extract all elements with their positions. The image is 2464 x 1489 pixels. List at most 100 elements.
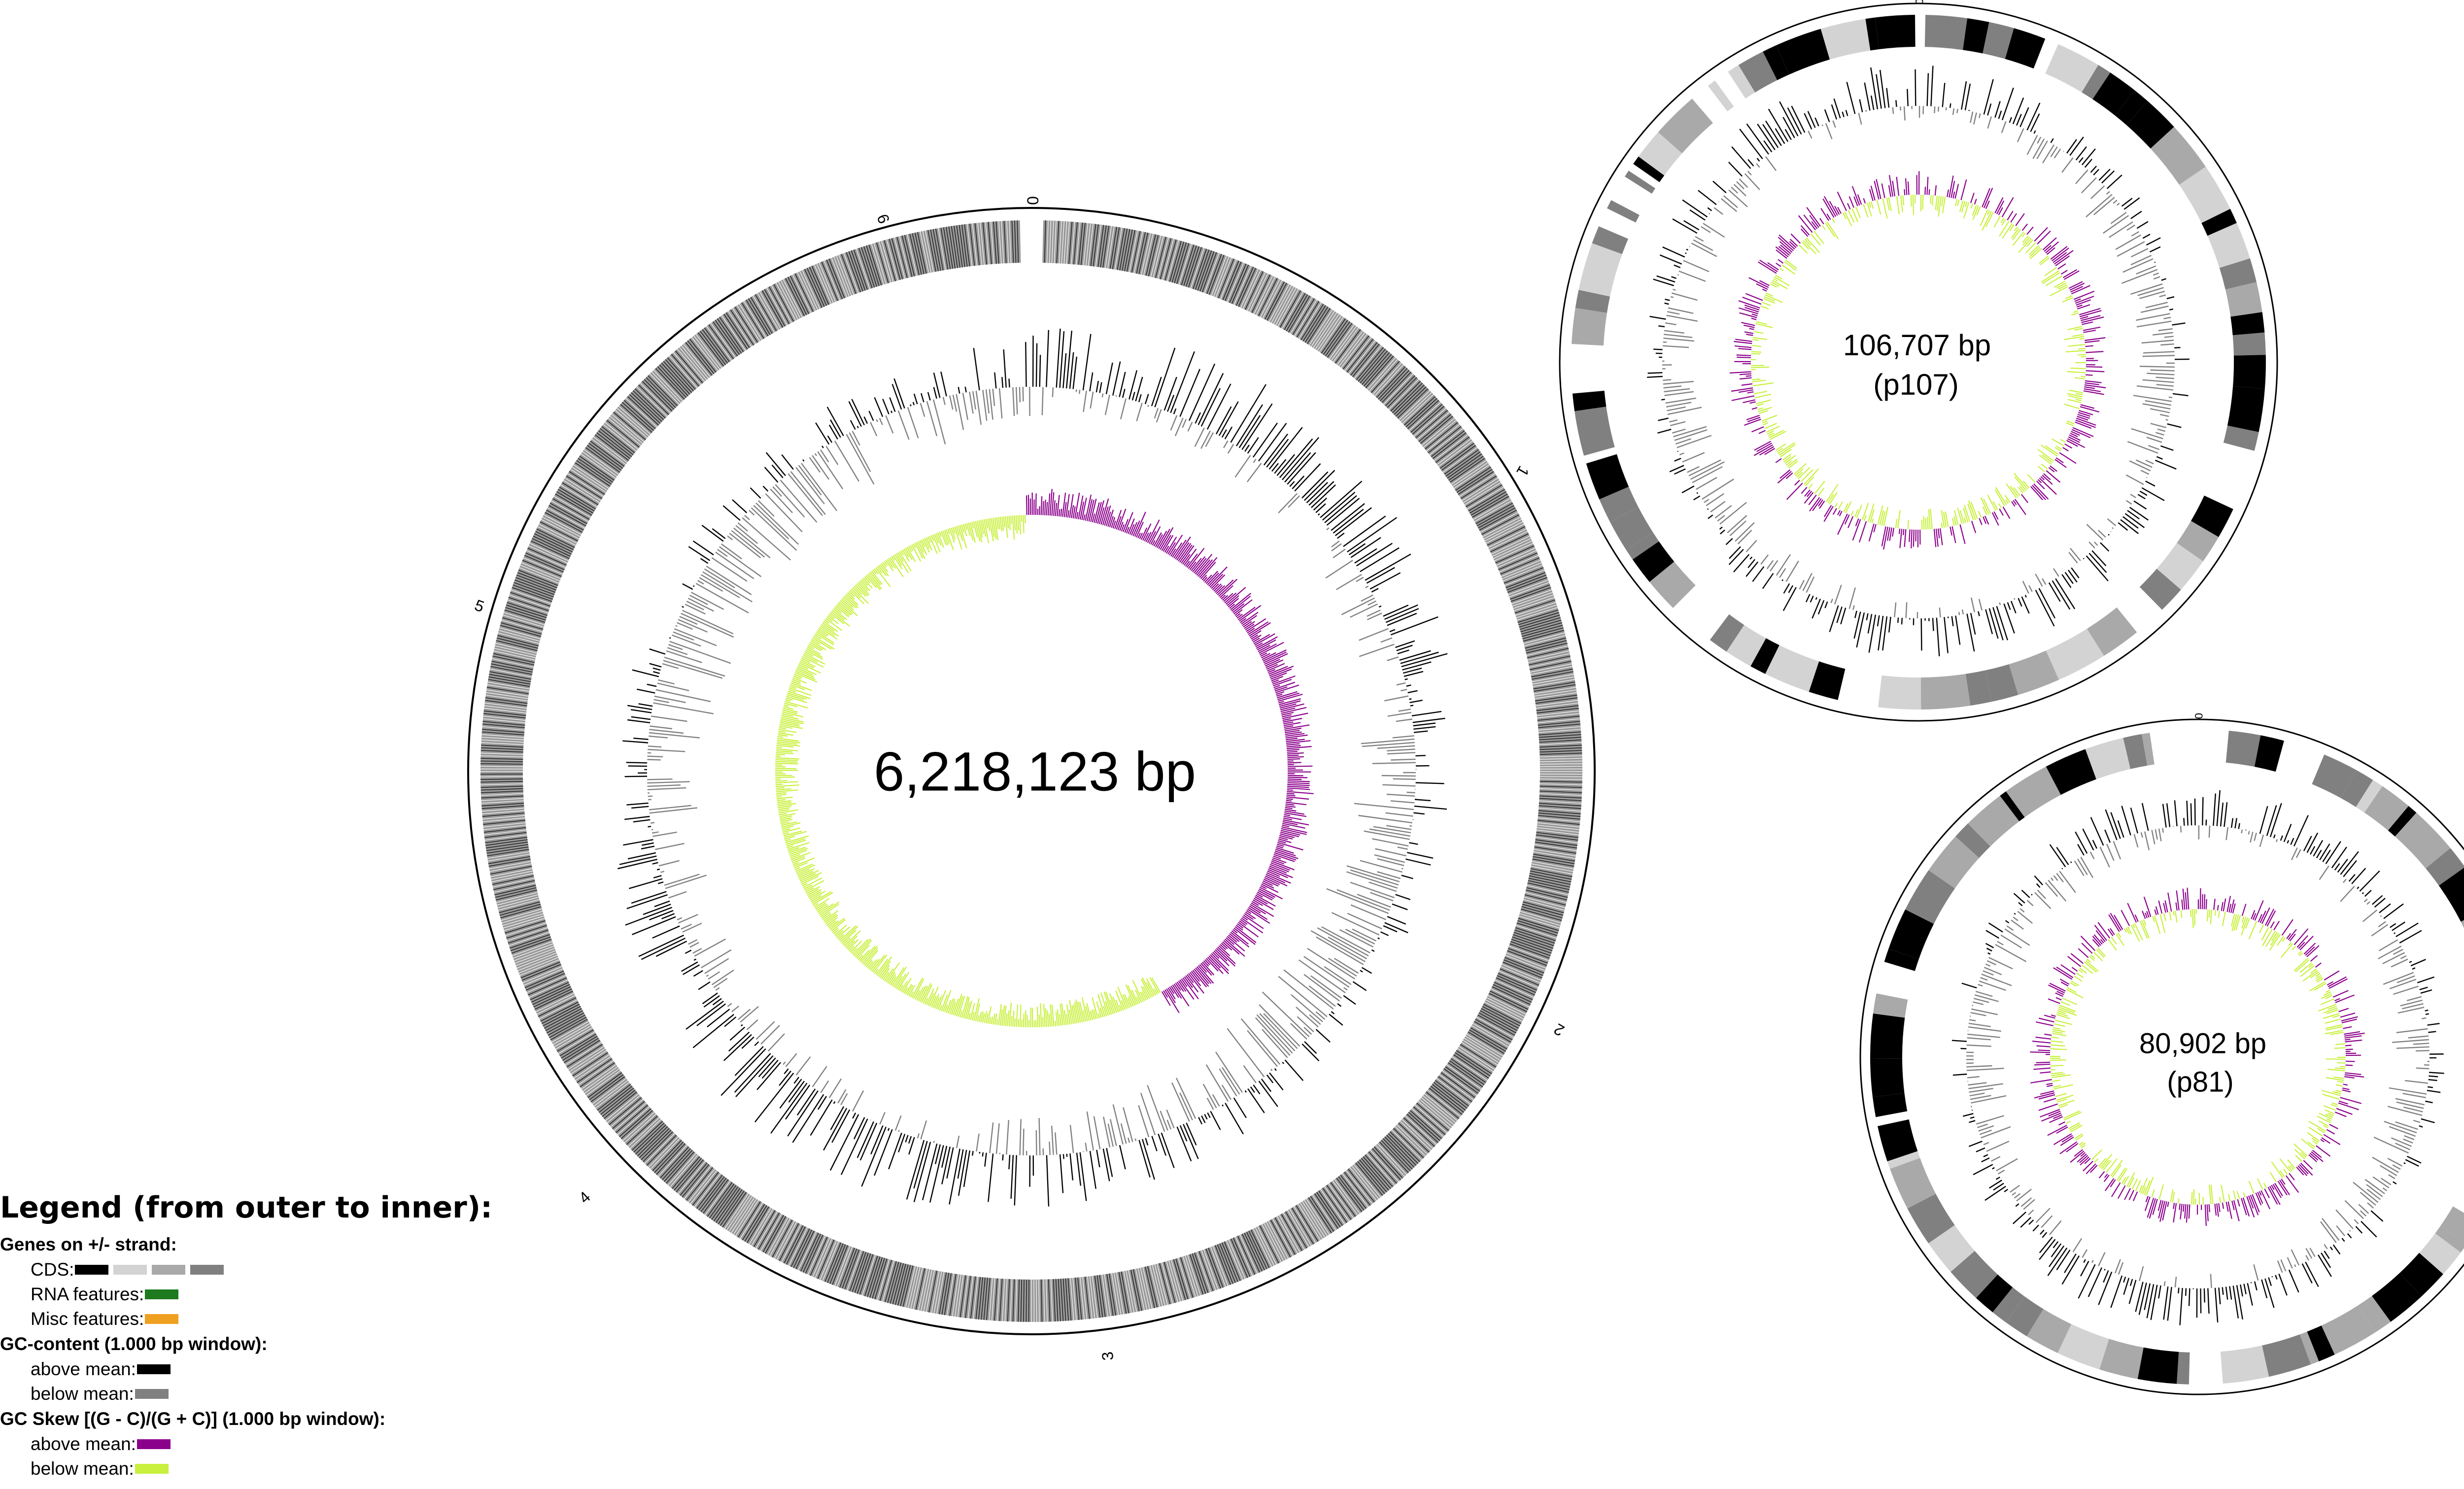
legend-gc-above-swatch bbox=[137, 1364, 171, 1374]
cds-stripes-light bbox=[480, 220, 1583, 1322]
p81-cds-block-51 bbox=[2006, 766, 2061, 817]
p81-cds-block-42 bbox=[1870, 1013, 1905, 1059]
p107-cds-block-52 bbox=[1638, 132, 1682, 176]
chromosome-tick-0: 0 bbox=[1024, 196, 1042, 205]
p81-cds-block-27 bbox=[2137, 1347, 2179, 1384]
p107-cds-block-50 bbox=[1625, 170, 1655, 194]
p107-cds-block-54 bbox=[1708, 80, 1734, 111]
p81-cds-block-8 bbox=[2426, 848, 2464, 886]
p81-cds-block-33 bbox=[1976, 1274, 2013, 1313]
legend-skew-below-label: below mean: bbox=[31, 1458, 134, 1479]
p107-cds-block-26 bbox=[2009, 650, 2059, 695]
p81-cds-block-23 bbox=[2299, 1331, 2319, 1365]
p107-cds-block-21 bbox=[2177, 521, 2219, 562]
p107-cds-block-31 bbox=[1809, 661, 1846, 700]
p107-cds-block-13 bbox=[2219, 258, 2257, 290]
p107-cds-block-29 bbox=[1920, 674, 1971, 710]
p81-size-label: 80,902 bp bbox=[2139, 1027, 2266, 1059]
legend-gc-below-swatch bbox=[135, 1389, 169, 1399]
p107-tick-0: 0 bbox=[1913, 0, 1925, 4]
p81-cds-block-44 bbox=[1884, 948, 1919, 971]
legend: Legend (from outer to inner): Genes on +… bbox=[0, 1192, 567, 1481]
p81-cds-block-48 bbox=[1955, 823, 1990, 858]
p107-skew-below-bars bbox=[1750, 194, 2086, 530]
p107-cds-block-6 bbox=[2092, 72, 2135, 116]
legend-rna-label: RNA features: bbox=[31, 1284, 144, 1304]
p107-cds-block-55 bbox=[1728, 65, 1755, 99]
p81-cds-block-46 bbox=[1905, 870, 1955, 924]
p107-cds-block-3 bbox=[2005, 28, 2046, 69]
p107-cds-ring bbox=[1572, 15, 2266, 710]
p107-cds-block-16 bbox=[2232, 332, 2266, 356]
p81-cds-block-31 bbox=[2006, 1296, 2044, 1337]
legend-gc-above-label: above mean: bbox=[31, 1359, 136, 1379]
chromosome-tick-3: 3 bbox=[1098, 1351, 1117, 1361]
chromosome-tick-1: 1 bbox=[1513, 463, 1533, 479]
p81-cds-block-18 bbox=[2399, 1252, 2443, 1296]
p107-cds-block-22 bbox=[2156, 543, 2203, 590]
p81-cds-block-29 bbox=[2057, 1324, 2109, 1370]
p81-cds-block-28 bbox=[2099, 1339, 2144, 1379]
legend-skew-above-swatch bbox=[137, 1439, 171, 1449]
p81-cds-block-0 bbox=[2225, 731, 2261, 767]
p107-cds-block-8 bbox=[2126, 101, 2174, 149]
p81-cds-block-40 bbox=[1873, 1093, 1908, 1117]
p81-cds-block-16 bbox=[2435, 1225, 2464, 1252]
p107-cds-block-58 bbox=[1776, 29, 1830, 75]
p107-cds-block-14 bbox=[2225, 282, 2262, 317]
p107-cds-block-27 bbox=[1985, 664, 2019, 702]
legend-cds-swatch-dark-gray bbox=[190, 1265, 224, 1275]
p107-cds-block-38 bbox=[1632, 541, 1675, 582]
p107-cds-block-36 bbox=[1710, 614, 1745, 652]
p107-cds-block-39 bbox=[1626, 532, 1659, 560]
chromosome-gc-below-mean-bars bbox=[647, 386, 1416, 1155]
p107-cds-block-7 bbox=[2115, 90, 2148, 125]
legend-misc-row: Misc features: bbox=[0, 1307, 567, 1331]
chromosome-gc-above-mean-bars bbox=[617, 328, 1448, 1207]
p81-cds-block-54 bbox=[2123, 734, 2148, 769]
p81-cds-block-50 bbox=[2000, 791, 2025, 821]
p81-cds-block-35 bbox=[1928, 1225, 1975, 1272]
p107-cds-block-59 bbox=[1820, 19, 1871, 60]
chromosome-tick-5: 5 bbox=[472, 596, 486, 616]
p81-cds-block-10 bbox=[2461, 920, 2464, 928]
p81-cds-block-34 bbox=[1951, 1251, 1998, 1298]
p107-cds-block-43 bbox=[1574, 406, 1615, 456]
p107-cds-block-5 bbox=[2082, 65, 2111, 100]
p81-cds-ring bbox=[1870, 731, 2464, 1385]
p107-cds-block-35 bbox=[1726, 625, 1766, 667]
chromosome-cds-ring bbox=[480, 220, 1583, 1322]
p81-cds-block-49 bbox=[1968, 796, 2019, 846]
p81-cds-block-47 bbox=[1928, 836, 1980, 889]
p81-cds-block-30 bbox=[2026, 1309, 2072, 1353]
p107-cds-block-15 bbox=[2230, 312, 2265, 336]
p107-cds-block-60 bbox=[1865, 17, 1879, 51]
p81-cds-block-2 bbox=[2312, 754, 2357, 798]
legend-gc-above-row: above mean: bbox=[0, 1357, 567, 1382]
p107-cds-block-61 bbox=[1875, 15, 1916, 49]
chromosome-tick-6: 6 bbox=[873, 212, 893, 226]
p107-cds-block-11 bbox=[2201, 208, 2237, 236]
legend-rna-row: RNA features: bbox=[0, 1282, 567, 1307]
legend-skew-below-row: below mean: bbox=[0, 1456, 567, 1481]
cds-stripes-dark bbox=[480, 220, 1582, 1322]
legend-gc-below-label: below mean: bbox=[31, 1384, 134, 1404]
p81-cds-block-17 bbox=[2419, 1233, 2461, 1274]
p107-cds-block-12 bbox=[2207, 223, 2250, 268]
p81-cds-block-36 bbox=[1907, 1193, 1955, 1244]
p81-skew-below-bars bbox=[2050, 909, 2346, 1205]
p81-cds-block-4 bbox=[2356, 780, 2383, 813]
p81-cds-block-32 bbox=[1992, 1287, 2025, 1322]
p107-cds-block-34 bbox=[1750, 638, 1780, 674]
p81-gc-above-mean-bars bbox=[1951, 790, 2444, 1325]
chromosome-skew-below-bars bbox=[775, 515, 1161, 1028]
p81-cds-block-37 bbox=[1890, 1158, 1936, 1209]
chromosome-tick-4: 4 bbox=[575, 1188, 594, 1207]
chromosome-size-label: 6,218,123 bp bbox=[874, 741, 1196, 803]
legend-skew-below-swatch bbox=[135, 1464, 169, 1474]
chromosome-map: 0 1 2 3 4 5 6 6,218,123 bp bbox=[467, 196, 1596, 1361]
p81-cds-block-7 bbox=[2395, 812, 2451, 869]
p81-cds-block-38 bbox=[1887, 1151, 1920, 1169]
p81-cds-block-19 bbox=[2372, 1273, 2422, 1322]
